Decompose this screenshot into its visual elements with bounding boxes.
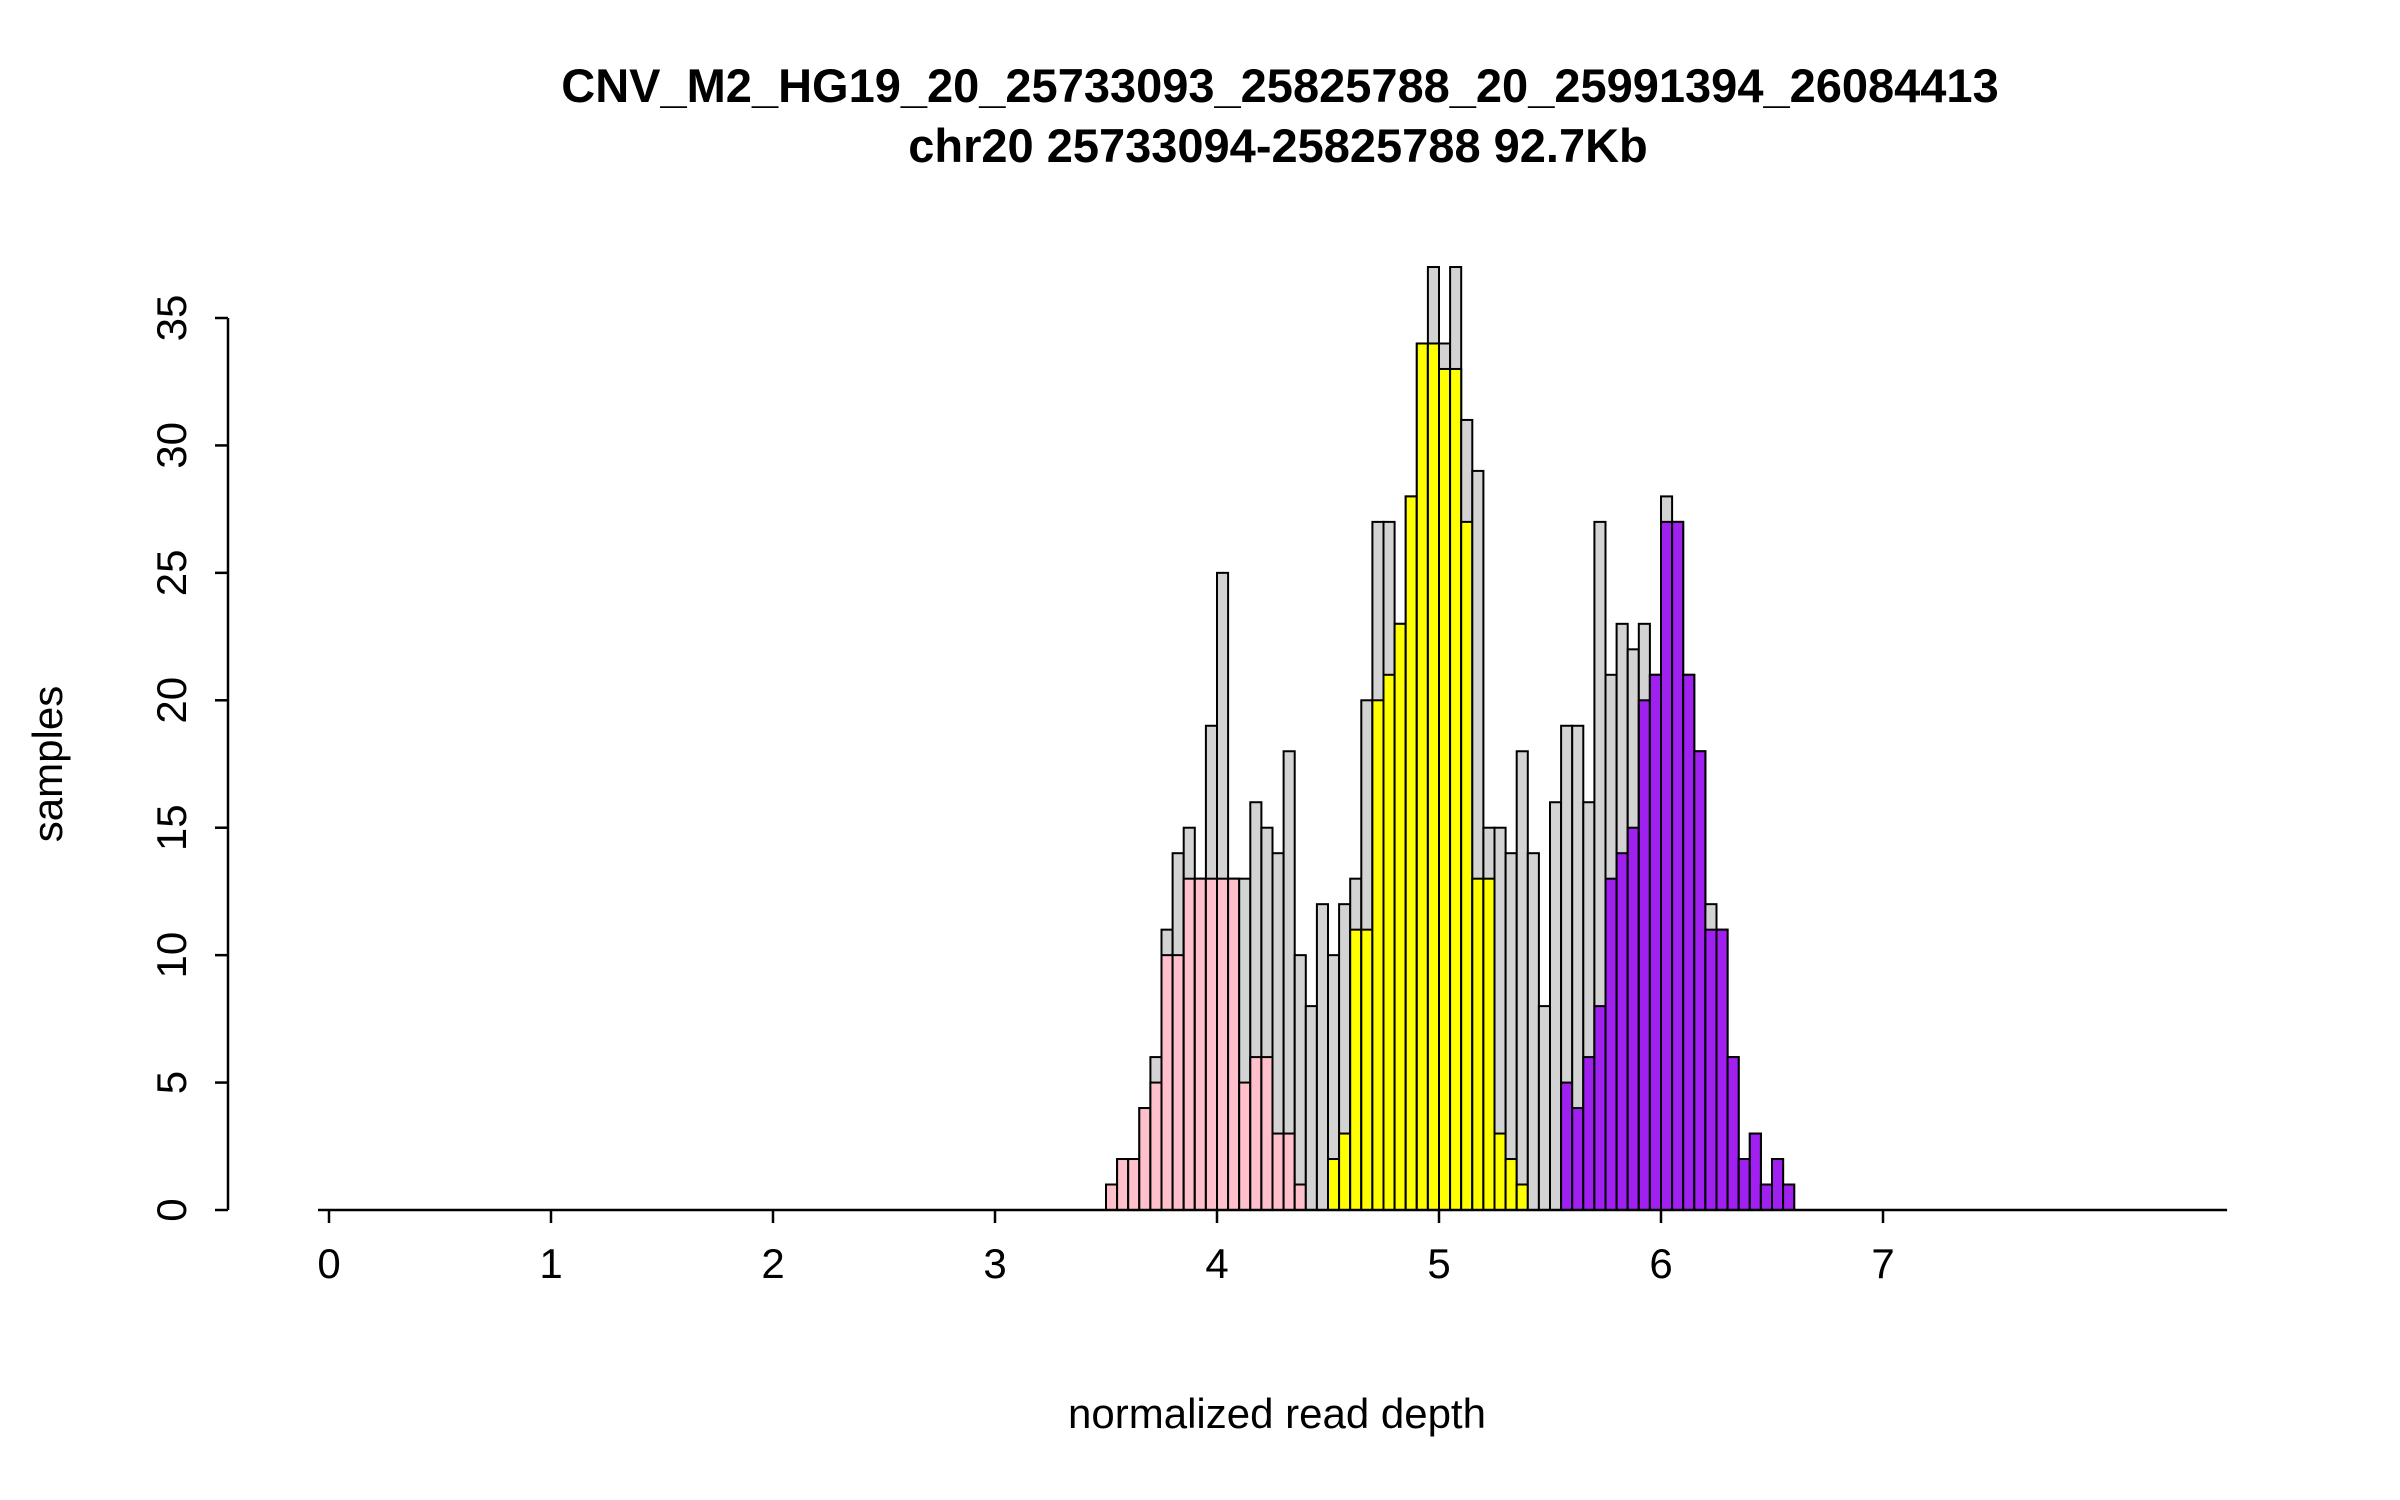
histogram-bar-total [1515, 750, 1529, 1211]
y-tick-label: 5 [148, 1071, 195, 1094]
histogram-bar-pink [1293, 1183, 1307, 1211]
histogram-bar-purple [1715, 928, 1729, 1211]
histogram-bar-pink [1105, 1183, 1119, 1211]
histogram-bar-yellow [1471, 877, 1485, 1211]
histogram-bar-yellow [1426, 342, 1441, 1211]
histogram-bar-pink [1260, 1056, 1274, 1212]
x-tick-label: 1 [539, 1240, 562, 1287]
y-tick-label: 0 [148, 1198, 195, 1221]
histogram-bar-purple [1782, 1183, 1796, 1211]
histogram-bar-purple [1660, 520, 1674, 1211]
x-tick-label: 3 [983, 1240, 1006, 1287]
histogram-bar-yellow [1515, 1183, 1529, 1211]
histogram-bar-yellow [1371, 699, 1385, 1211]
histogram-bar-purple [1682, 673, 1696, 1211]
histogram-bar-yellow [1360, 928, 1374, 1211]
histogram-bar-purple [1593, 1005, 1607, 1211]
y-tick-label: 15 [148, 804, 195, 851]
histogram-bar-total [1315, 903, 1330, 1211]
histogram-bar-purple [1671, 520, 1685, 1211]
histogram-bar-total [1537, 1005, 1552, 1211]
histogram-bar-yellow [1393, 622, 1407, 1211]
histogram-bar-pink [1282, 1132, 1296, 1211]
histogram-bar-purple [1737, 1158, 1751, 1211]
histogram-bar-yellow [1327, 1158, 1341, 1211]
x-tick-label: 2 [761, 1240, 784, 1287]
histogram-bar-pink [1204, 877, 1219, 1211]
histogram-bar-purple [1726, 1056, 1740, 1212]
histogram-bar-pink [1160, 954, 1174, 1211]
histogram-bar-pink [1216, 877, 1230, 1211]
histogram-bar-yellow [1338, 1132, 1352, 1211]
histogram-bar-yellow [1404, 495, 1418, 1211]
chart-subtitle: chr20 25733094-25825788 92.7Kb [908, 119, 1648, 172]
histogram-bar-total [1549, 801, 1563, 1212]
y-axis-label: samples [24, 685, 71, 843]
histogram-bar-pink [1116, 1158, 1130, 1211]
histogram-bar-purple [1637, 699, 1651, 1211]
histogram-bar-yellow [1415, 342, 1429, 1211]
histogram-bar-pink [1171, 954, 1185, 1211]
chart-title: CNV_M2_HG19_20_25733093_25825788_20_2599… [561, 59, 1999, 112]
histogram-bar-purple [1693, 750, 1707, 1211]
y-tick-label: 25 [148, 549, 195, 596]
x-tick-label: 6 [1649, 1240, 1672, 1287]
histogram-bar-total [1526, 852, 1540, 1211]
histogram-bar-pink [1127, 1158, 1141, 1211]
histogram-bar-yellow [1438, 367, 1452, 1211]
histogram-bar-total [1504, 852, 1518, 1211]
histogram-bar-purple [1582, 1056, 1596, 1212]
histogram-bar-pink [1271, 1132, 1285, 1211]
histogram-bar-total [1293, 954, 1307, 1211]
histogram-bar-pink [1238, 1081, 1252, 1212]
histogram-bar-purple [1704, 928, 1718, 1211]
y-tick-label: 20 [148, 677, 195, 724]
histogram-bar-yellow [1493, 1132, 1507, 1211]
histogram-bar-pink [1138, 1107, 1152, 1212]
histogram-bar-total [1304, 1005, 1318, 1211]
histogram-bar-purple [1604, 877, 1618, 1211]
y-tick-label: 35 [148, 295, 195, 342]
histogram-bar-purple [1759, 1183, 1774, 1211]
y-tick-label: 30 [148, 422, 195, 469]
histogram-bar-yellow [1482, 877, 1496, 1211]
x-axis-label: normalized read depth [1068, 1390, 1486, 1437]
histogram-bar-pink [1182, 877, 1196, 1211]
histogram-bar-pink [1227, 877, 1241, 1211]
histogram-bar-purple [1748, 1132, 1762, 1211]
y-tick-label: 10 [148, 932, 195, 979]
x-tick-label: 5 [1427, 1240, 1450, 1287]
x-tick-label: 0 [317, 1240, 340, 1287]
histogram-bar-pink [1249, 1056, 1263, 1212]
histogram-bar-purple [1626, 826, 1640, 1211]
histogram-bar-yellow [1460, 520, 1474, 1211]
histogram-bar-yellow [1449, 367, 1463, 1211]
histogram-bar-yellow [1382, 673, 1396, 1211]
histogram-bar-pink [1193, 877, 1207, 1211]
histogram-bar-yellow [1349, 928, 1363, 1211]
x-tick-label: 4 [1205, 1240, 1228, 1287]
histogram-bar-pink [1149, 1081, 1163, 1212]
x-tick-label: 7 [1871, 1240, 1894, 1287]
histogram-bar-purple [1648, 673, 1663, 1211]
histogram-bar-purple [1560, 1081, 1574, 1212]
histogram-bar-purple [1615, 852, 1629, 1211]
histogram-bar-purple [1771, 1158, 1785, 1211]
histogram-bar-purple [1571, 1107, 1585, 1212]
histogram-bar-yellow [1504, 1158, 1518, 1211]
